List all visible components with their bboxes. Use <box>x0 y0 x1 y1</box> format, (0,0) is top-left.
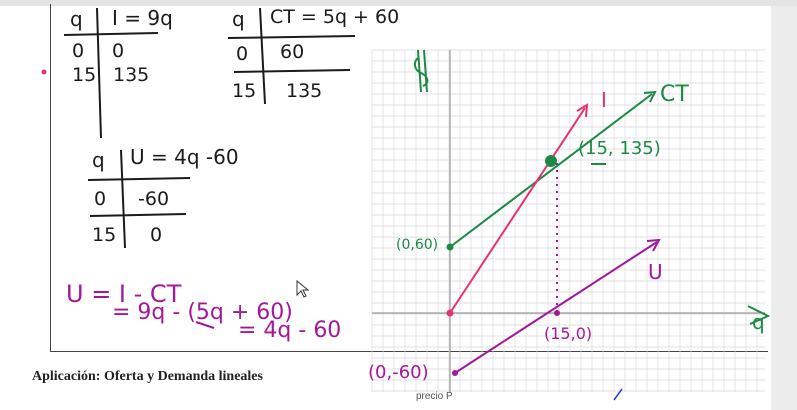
utility-row2-val: 0 <box>150 224 163 246</box>
income-row1-q: 0 <box>72 40 85 62</box>
point-break-even <box>554 310 560 316</box>
table-lines <box>63 7 356 249</box>
top-bar <box>0 0 797 6</box>
utility-col1-header: q <box>92 148 105 172</box>
right-scroll-area[interactable] <box>771 6 797 410</box>
cost-line <box>449 93 653 248</box>
income-row1-val: 0 <box>112 40 125 62</box>
cost-col2-header: CT = 5q + 60 <box>270 6 400 28</box>
utility-line-label: U <box>648 260 663 284</box>
footer-label: precio P <box>416 391 453 402</box>
cost-intercept-label: (0,60) <box>396 237 439 253</box>
derivation-line2: = 9q - (5q + 60) <box>112 300 293 325</box>
utility-col2-header: U = 4q -60 <box>130 145 239 169</box>
cost-row1-val: 60 <box>280 41 305 63</box>
derivation-line3: = 4q - 60 <box>238 318 342 343</box>
cost-row1-q: 0 <box>236 43 249 65</box>
slide-caption: Aplicación: Oferta y Demanda lineales <box>32 369 263 384</box>
point-utility-intercept <box>452 370 458 376</box>
cost-row2-q: 15 <box>232 80 257 102</box>
derivation-line1: U = I - CT <box>66 280 182 308</box>
cost-col1-header: q <box>232 7 245 31</box>
income-col1-header: q <box>70 7 83 31</box>
point-cost-intercept <box>446 243 454 251</box>
income-col2-header: I = 9q <box>112 6 173 30</box>
bullet-dot <box>41 69 47 75</box>
utility-row1-val: -60 <box>138 188 170 210</box>
break-even-label: (15,0) <box>544 324 593 343</box>
intersection-label: (15, 135) <box>578 138 661 159</box>
point-income-origin <box>446 309 454 317</box>
cost-row2-val: 135 <box>286 80 323 102</box>
x-axis-arrow <box>747 305 771 325</box>
utility-intercept-label: (0,-60) <box>368 362 429 383</box>
income-line <box>449 107 586 314</box>
y-axis-label-scribble <box>413 49 429 93</box>
slide-border <box>50 4 768 352</box>
x-axis-label: q <box>752 310 765 334</box>
income-row2-val: 135 <box>113 64 150 86</box>
cost-line-label: CT <box>660 82 689 107</box>
income-line-label: I <box>601 88 607 112</box>
y-axis-label: $ <box>418 52 419 53</box>
graph-grid <box>371 49 765 392</box>
mouse-cursor-icon <box>296 280 310 298</box>
minus-mark <box>195 321 215 329</box>
utility-row1-q: 0 <box>94 188 107 210</box>
utility-row2-q: 15 <box>92 224 117 246</box>
utility-line <box>454 241 658 374</box>
income-row2-q: 15 <box>72 64 97 86</box>
point-intersection <box>545 155 557 167</box>
